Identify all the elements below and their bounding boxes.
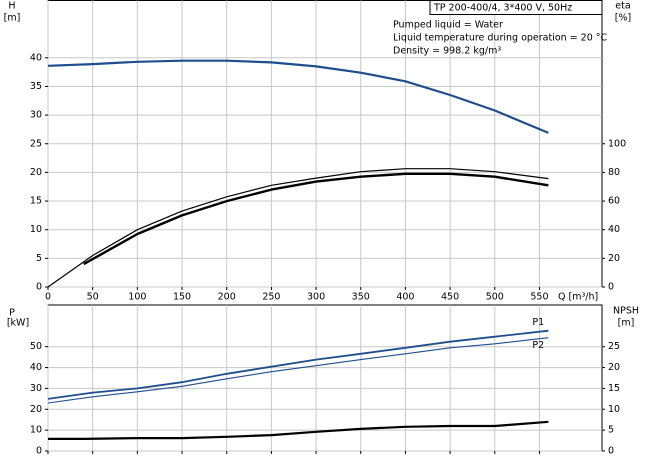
title-box	[429, 0, 603, 15]
y-tick-label: 40	[30, 362, 42, 373]
y-tick-label: 40	[30, 52, 42, 63]
y2-tick-label: 100	[608, 138, 626, 149]
y-tick-label: 35	[30, 81, 42, 92]
curve	[47, 337, 549, 404]
y-tick-label: 30	[30, 383, 42, 394]
x-tick-label: 100	[128, 292, 146, 303]
x-axis-title: Q [m³/h]	[558, 292, 598, 303]
y2-tick-label: 10	[608, 404, 620, 415]
y2-tick-label: 20	[608, 253, 620, 264]
annotation: Liquid temperature during operation = 20…	[393, 33, 608, 44]
x-tick-label: 250	[262, 292, 280, 303]
x-tick-label: 0	[45, 292, 51, 303]
y2-tick-label: 25	[608, 341, 620, 352]
y-tick-label: 25	[30, 138, 42, 149]
y2-axis-unit: [%]	[615, 13, 631, 24]
curve	[47, 59, 549, 134]
y2-axis-title: eta	[615, 1, 630, 12]
curve	[47, 168, 549, 288]
curve-label: P2	[532, 340, 544, 351]
y-axis-unit: [m]	[4, 13, 21, 24]
curve-label: P1	[532, 317, 544, 328]
y2-axis-unit: [m]	[618, 318, 635, 329]
y-tick-label: 10	[30, 224, 42, 235]
y2-tick-label: 20	[608, 362, 620, 373]
curve	[83, 172, 549, 266]
y-tick-label: 5	[36, 253, 42, 264]
y2-tick-label: 60	[608, 196, 620, 207]
x-tick-label: 200	[218, 292, 236, 303]
annotation: Density = 998.2 kg/m³	[393, 46, 501, 57]
y-tick-label: 0	[36, 446, 42, 457]
x-tick-label: 300	[307, 292, 325, 303]
y-tick-label: 20	[30, 167, 42, 178]
y-tick-label: 15	[30, 196, 42, 207]
x-tick-label: 550	[530, 292, 548, 303]
x-tick-label: 450	[441, 292, 459, 303]
chart-title: TP 200-400/4, 3*400 V, 50Hz	[433, 3, 572, 14]
y-tick-label: 30	[30, 110, 42, 121]
curve	[48, 420, 549, 440]
x-tick-label: 350	[352, 292, 370, 303]
y-tick-label: 10	[30, 425, 42, 436]
x-tick-label: 500	[486, 292, 504, 303]
curve	[47, 329, 549, 400]
x-tick-label: 50	[87, 292, 99, 303]
y2-tick-label: 0	[608, 446, 614, 457]
y2-tick-label: 5	[608, 425, 614, 436]
y-axis-title: P	[9, 308, 15, 319]
x-tick-label: 400	[396, 292, 414, 303]
y2-axis-title: NPSH	[613, 306, 639, 317]
y-tick-label: 50	[30, 341, 42, 352]
y-tick-label: 0	[36, 282, 42, 293]
y2-tick-label: 40	[608, 224, 620, 235]
y-axis-unit: [kW]	[7, 318, 29, 329]
annotation: Pumped liquid = Water	[393, 20, 503, 31]
x-tick-label: 150	[173, 292, 191, 303]
y-axis-title: H	[8, 1, 15, 12]
y2-tick-label: 0	[608, 282, 614, 293]
y2-tick-label: 80	[608, 167, 620, 178]
y-tick-label: 20	[30, 404, 42, 415]
y2-tick-label: 15	[608, 383, 620, 394]
